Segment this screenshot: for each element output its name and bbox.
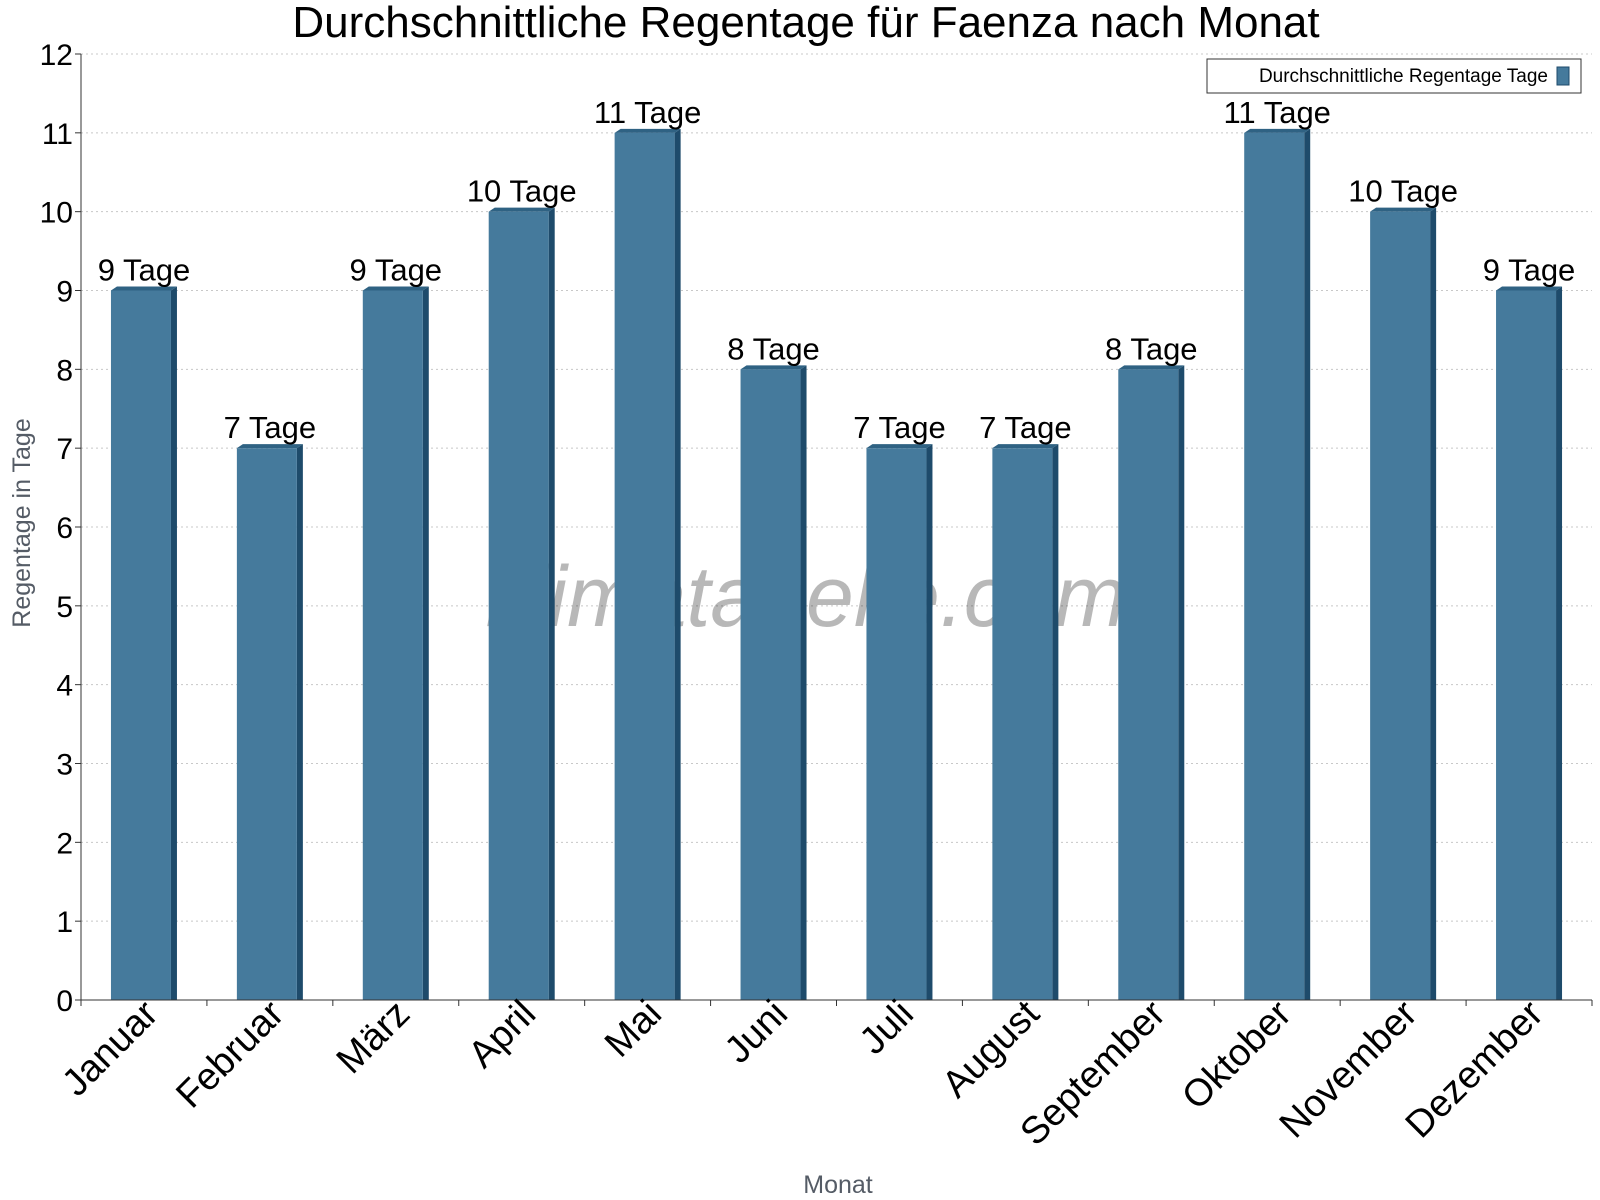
bar (110, 286, 177, 1000)
y-tick-label: 10 (40, 197, 73, 230)
bar-top (614, 128, 681, 133)
x-tick-label: November (1272, 992, 1426, 1146)
bar-side (926, 444, 933, 1001)
data-labels: 9 Tage 7 Tage 9 Tage 10 Tage 11 Tage 8 Tage 7 … (98, 95, 1576, 445)
bar-top (866, 444, 933, 449)
bar-face (992, 448, 1053, 1001)
y-tick-label: 12 (40, 39, 73, 72)
legend: Durchschnittliche Regentage Tage (1206, 58, 1582, 94)
x-tick-label: Mai (597, 993, 670, 1066)
bar-top (362, 286, 429, 291)
bar-side (170, 286, 177, 1000)
bar-top (1244, 128, 1311, 133)
data-label: 7 Tage (224, 410, 317, 445)
y-tick-label: 7 (56, 433, 73, 466)
bar-side (1052, 444, 1059, 1001)
bar-face (488, 211, 549, 1000)
bar-side (1304, 128, 1311, 1001)
bar-face (1496, 290, 1557, 1000)
bar-side (296, 444, 303, 1001)
bar (1496, 286, 1563, 1000)
data-label: 7 Tage (853, 410, 946, 445)
bar-side (1430, 207, 1437, 1000)
bar-face (362, 290, 423, 1000)
bar-face (110, 290, 171, 1000)
y-tick-label: 6 (56, 512, 73, 545)
bar-top (236, 444, 303, 449)
bar-face (1118, 369, 1179, 1000)
legend-swatch (1556, 66, 1570, 86)
bar (614, 128, 681, 1001)
bar-face (866, 448, 927, 1001)
bar-face (1370, 211, 1431, 1000)
x-tick-label: Februar (168, 992, 292, 1116)
bar-top (992, 444, 1059, 449)
y-tick-label: 0 (56, 985, 73, 1018)
data-label: 11 Tage (594, 95, 701, 130)
x-tick-label: Juli (852, 993, 922, 1063)
legend-label: Durchschnittliche Regentage Tage (1259, 66, 1548, 87)
data-label: 9 Tage (1483, 253, 1576, 288)
bar (488, 207, 555, 1000)
x-tick-label: April (461, 993, 544, 1076)
y-tick-label: 3 (56, 749, 73, 782)
bar-side (674, 128, 681, 1001)
data-label: 8 Tage (1105, 331, 1198, 366)
bar-side (1556, 286, 1563, 1000)
data-label: 10 Tage (1348, 174, 1458, 209)
bar-face (614, 132, 675, 1001)
bar-top (1496, 286, 1563, 291)
y-tick-label: 2 (56, 827, 73, 860)
bar-face (1244, 132, 1305, 1001)
bar-top (488, 207, 555, 212)
bar (866, 444, 933, 1001)
data-label: 9 Tage (98, 253, 191, 288)
bar-top (1370, 207, 1437, 212)
y-tick-label: 9 (56, 276, 73, 309)
x-tick-label: August (934, 992, 1048, 1106)
bar-side (548, 207, 555, 1000)
bar-side (1178, 365, 1185, 1000)
bar-side (422, 286, 429, 1000)
bar (1118, 365, 1185, 1000)
x-tick-label: Oktober (1174, 992, 1300, 1118)
data-label: 8 Tage (727, 331, 820, 366)
bar (740, 365, 807, 1000)
bar-top (740, 365, 807, 370)
x-axis-ticks: Januar Februar März April Mai Juni Juli AugustS… (54, 992, 1551, 1153)
y-tick-label: 8 (56, 354, 73, 387)
bar (1370, 207, 1437, 1000)
y-axis-label: Regentage in Tage (8, 418, 36, 627)
chart-title: Durchschnittliche Regentage für Faenza n… (292, 0, 1319, 47)
y-tick-label: 5 (56, 591, 73, 624)
bar-top (1118, 365, 1185, 370)
bar (236, 444, 303, 1001)
legend-box (1206, 58, 1582, 94)
x-tick-label: Dezember (1398, 992, 1552, 1146)
y-tick-label: 4 (56, 670, 73, 703)
data-label: 10 Tage (467, 174, 577, 209)
bars (110, 128, 1563, 1001)
bar-top (110, 286, 177, 291)
data-label: 7 Tage (979, 410, 1072, 445)
grid-lines (81, 53, 1592, 922)
data-label: 9 Tage (350, 253, 443, 288)
bar (992, 444, 1059, 1001)
bar-side (800, 365, 807, 1000)
x-axis-label: Monat (803, 1171, 873, 1199)
y-tick-label: 11 (42, 118, 73, 151)
bar-face (236, 448, 297, 1001)
bar (1244, 128, 1311, 1001)
bar-face (740, 369, 801, 1000)
bar (362, 286, 429, 1000)
data-label: 11 Tage (1223, 95, 1330, 130)
x-tick-label: März (329, 993, 418, 1082)
y-tick-label: 1 (56, 906, 73, 939)
x-tick-label: Juni (717, 993, 796, 1072)
